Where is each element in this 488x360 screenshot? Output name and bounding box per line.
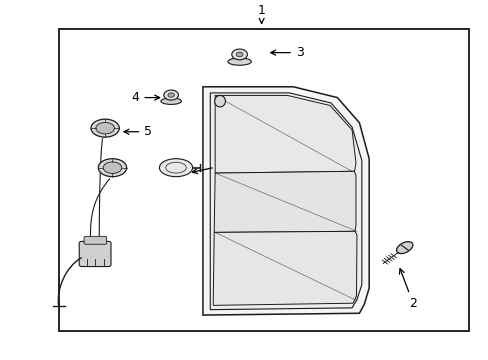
FancyBboxPatch shape (79, 241, 111, 266)
Ellipse shape (227, 58, 251, 65)
PathPatch shape (213, 231, 356, 305)
PathPatch shape (210, 93, 361, 310)
Text: 2: 2 (399, 269, 416, 310)
Ellipse shape (396, 242, 412, 253)
Ellipse shape (163, 90, 178, 100)
Text: 5: 5 (124, 125, 152, 138)
Text: 3: 3 (270, 46, 303, 59)
Ellipse shape (103, 162, 122, 174)
Ellipse shape (168, 93, 174, 97)
Bar (59, 29, 468, 331)
Text: 1: 1 (257, 4, 265, 23)
Text: 6: 6 (192, 159, 225, 174)
FancyBboxPatch shape (84, 237, 106, 244)
Ellipse shape (214, 95, 225, 107)
PathPatch shape (215, 95, 355, 173)
Text: 4: 4 (131, 91, 159, 104)
Ellipse shape (161, 98, 181, 104)
Ellipse shape (159, 159, 192, 177)
Ellipse shape (96, 122, 114, 134)
Ellipse shape (236, 52, 243, 57)
Ellipse shape (231, 49, 247, 60)
PathPatch shape (214, 171, 355, 233)
Ellipse shape (98, 159, 126, 177)
Ellipse shape (91, 119, 119, 137)
PathPatch shape (203, 87, 368, 315)
